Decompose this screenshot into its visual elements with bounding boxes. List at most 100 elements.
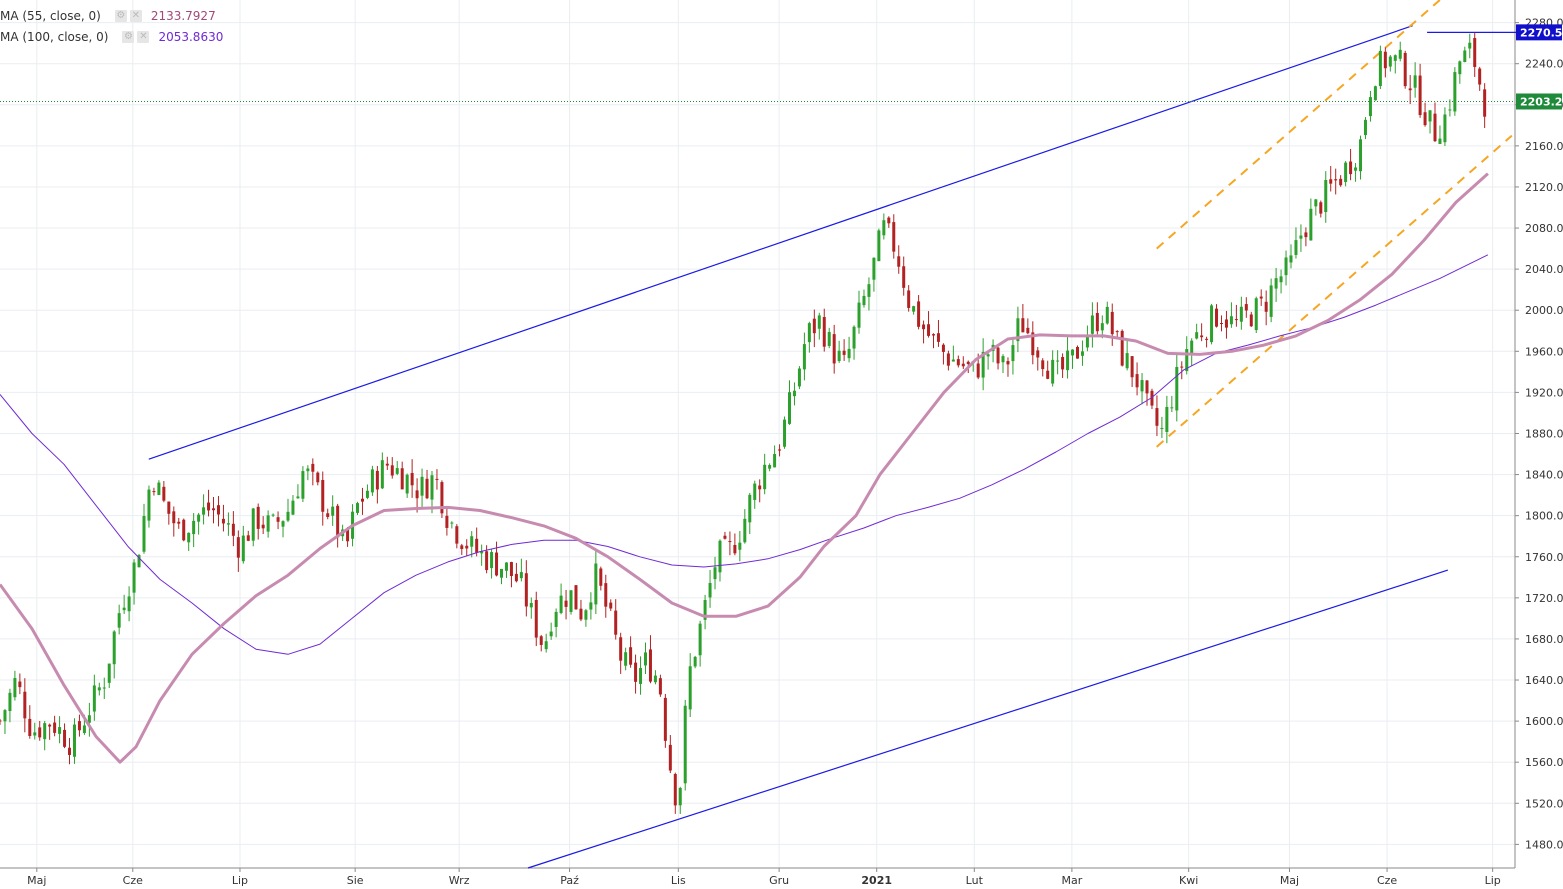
candle-body: [415, 490, 419, 499]
candle-body: [569, 590, 573, 612]
candle-body: [380, 460, 384, 489]
candle-body: [465, 545, 469, 549]
settings-icon[interactable]: ⚙: [114, 10, 127, 22]
candle-body: [768, 465, 772, 469]
close-icon[interactable]: ✕: [137, 31, 150, 43]
candle-body: [405, 474, 409, 494]
settings-icon[interactable]: ⚙: [122, 31, 135, 43]
x-month-label: Sie: [347, 874, 364, 887]
candle-body: [1363, 119, 1367, 136]
candle-body: [425, 478, 429, 499]
y-tick-label: 1880.0: [1525, 427, 1563, 440]
candle-body: [122, 607, 126, 611]
candle-body: [1135, 374, 1139, 388]
candle-body: [1100, 323, 1104, 331]
candle-body: [246, 535, 250, 541]
candle-body: [927, 324, 931, 336]
candle-body: [827, 332, 831, 346]
candle-body: [807, 323, 811, 343]
legend-ma100-value: 2053.8630: [158, 30, 224, 44]
candle-body: [1180, 366, 1184, 368]
candle-body: [18, 681, 22, 688]
candle-body: [822, 317, 826, 347]
candle-body: [584, 610, 588, 620]
candle-body: [410, 472, 414, 486]
close-icon[interactable]: ✕: [129, 10, 142, 22]
trend-line: [148, 25, 1413, 460]
candle-body: [1378, 50, 1382, 87]
candle-body: [723, 535, 727, 539]
candle-body: [897, 256, 901, 267]
x-month-label: Lip: [1485, 874, 1501, 887]
candle-body: [1075, 346, 1079, 359]
candle-body: [470, 536, 474, 547]
legend-ma100-name: MA (100, close, 0): [0, 30, 109, 44]
candle-body: [207, 502, 211, 511]
price-axis[interactable]: 1480.0 1520.0 1560.0 1600.0 1640.0 1680.0 1720…: [1515, 17, 1563, 852]
candle-body: [182, 519, 186, 541]
candle-body: [1359, 139, 1363, 172]
x-month-label: Lut: [966, 874, 984, 887]
candle-body: [758, 485, 762, 490]
candle-body: [435, 478, 439, 480]
ma55-line: [0, 172, 1489, 764]
candle-body: [713, 567, 717, 580]
candle-body: [28, 718, 32, 736]
x-month-label: Cze: [1377, 874, 1397, 887]
candle-body: [956, 359, 960, 366]
x-month-label: Wrz: [449, 874, 470, 887]
y-tick-label: 2240.0: [1525, 58, 1563, 71]
candle-body: [271, 514, 275, 516]
candle-body: [370, 469, 374, 493]
candle-body: [797, 368, 801, 387]
candle-body: [698, 623, 702, 656]
candle-body: [321, 479, 325, 512]
candle-body: [867, 284, 871, 297]
candle-body: [857, 302, 861, 328]
y-tick-label: 1520.0: [1525, 797, 1563, 810]
time-axis[interactable]: Maj Cze Lip Sie Wrz Paź Lis Gru 2021 Lut Mar Kwi Maj…: [27, 868, 1501, 887]
candle-body: [787, 392, 791, 424]
candle-body: [733, 544, 737, 554]
candle-body: [400, 468, 404, 490]
candle-body: [216, 505, 220, 515]
candle-body: [495, 552, 499, 576]
candle-body: [3, 710, 7, 722]
candle-body: [117, 613, 121, 628]
candle-body: [976, 363, 980, 378]
candle-body: [1120, 330, 1124, 366]
candle-body: [634, 662, 638, 682]
candle-body: [703, 600, 707, 620]
candle-body: [212, 508, 216, 511]
candle-body: [1249, 314, 1253, 327]
candle-body: [1264, 301, 1268, 312]
candle-body: [1160, 427, 1164, 429]
price-badge: [1516, 24, 1562, 41]
y-tick-label: 1920.0: [1525, 386, 1563, 399]
x-month-label: 2021: [861, 874, 892, 887]
candle-body: [1473, 38, 1477, 67]
candle-body: [1090, 315, 1094, 334]
candle-body: [1304, 232, 1308, 238]
candle-body: [668, 744, 672, 771]
candle-body: [1234, 319, 1238, 321]
candle-body: [1393, 55, 1397, 61]
y-tick-label: 2120.0: [1525, 181, 1563, 194]
candle-body: [276, 517, 280, 522]
candle-body: [1418, 75, 1422, 116]
candle-body: [475, 538, 479, 553]
candle-body: [1433, 113, 1437, 142]
candle-body: [514, 573, 518, 582]
candle-body: [579, 608, 583, 620]
candle-body: [852, 326, 856, 349]
candle-body: [941, 344, 945, 352]
candle-body: [872, 257, 876, 280]
candle-body: [847, 348, 851, 359]
candle-body: [1219, 323, 1223, 325]
y-tick-label: 2160.0: [1525, 140, 1563, 153]
candle-body: [902, 266, 906, 288]
candle-body: [624, 652, 628, 666]
candle-body: [966, 361, 970, 364]
candle-body: [1368, 97, 1372, 117]
